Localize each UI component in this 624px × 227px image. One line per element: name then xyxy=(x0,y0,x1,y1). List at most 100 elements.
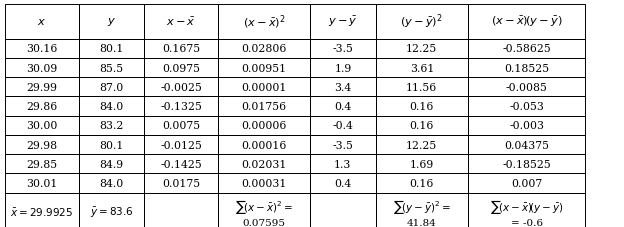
Bar xyxy=(79,39,144,59)
Bar xyxy=(79,116,144,135)
Text: 0.01756: 0.01756 xyxy=(241,102,286,111)
Bar xyxy=(218,5,310,39)
Text: $\sum\!\left(y-\bar{y}\right)^{2}=$
41.84: $\sum\!\left(y-\bar{y}\right)^{2}=$ 41.8… xyxy=(393,197,451,227)
Text: 0.00951: 0.00951 xyxy=(241,63,286,73)
Bar xyxy=(79,174,144,193)
Text: -0.0025: -0.0025 xyxy=(160,82,202,92)
Bar xyxy=(5,39,79,59)
Bar xyxy=(79,59,144,78)
Bar xyxy=(468,155,585,174)
Bar xyxy=(5,174,79,193)
Bar xyxy=(310,39,376,59)
Text: 87.0: 87.0 xyxy=(99,82,124,92)
Text: -0.18525: -0.18525 xyxy=(502,159,551,169)
Bar xyxy=(79,193,144,227)
Text: 85.5: 85.5 xyxy=(99,63,124,73)
Bar xyxy=(468,97,585,116)
Bar xyxy=(218,155,310,174)
Bar xyxy=(310,155,376,174)
Bar xyxy=(376,193,468,227)
Bar xyxy=(218,97,310,116)
Bar xyxy=(376,135,468,155)
Text: 0.4: 0.4 xyxy=(334,102,351,111)
Bar xyxy=(144,135,218,155)
Bar xyxy=(310,193,376,227)
Bar xyxy=(310,5,376,39)
Bar xyxy=(5,59,79,78)
Text: -0.58625: -0.58625 xyxy=(502,44,551,54)
Bar xyxy=(79,97,144,116)
Text: $y$: $y$ xyxy=(107,16,116,28)
Text: 0.00031: 0.00031 xyxy=(241,178,286,188)
Bar xyxy=(5,155,79,174)
Bar xyxy=(5,97,79,116)
Bar xyxy=(218,78,310,97)
Bar xyxy=(144,155,218,174)
Bar xyxy=(218,174,310,193)
Bar xyxy=(79,78,144,97)
Bar xyxy=(144,39,218,59)
Bar xyxy=(376,5,468,39)
Text: 0.007: 0.007 xyxy=(511,178,542,188)
Text: 29.98: 29.98 xyxy=(26,140,57,150)
Text: 3.4: 3.4 xyxy=(334,82,351,92)
Text: 0.16: 0.16 xyxy=(409,102,434,111)
Bar xyxy=(218,39,310,59)
Text: -0.003: -0.003 xyxy=(509,121,544,131)
Bar xyxy=(310,174,376,193)
Bar xyxy=(218,116,310,135)
Text: 11.56: 11.56 xyxy=(406,82,437,92)
Bar xyxy=(310,135,376,155)
Bar xyxy=(468,174,585,193)
Text: $\sum\!\left(x-\bar{x}\right)\!\left(y-\bar{y}\right)$
= -0.6: $\sum\!\left(x-\bar{x}\right)\!\left(y-\… xyxy=(490,197,563,227)
Bar xyxy=(218,59,310,78)
Text: -3.5: -3.5 xyxy=(333,140,353,150)
Bar xyxy=(468,193,585,227)
Bar xyxy=(376,97,468,116)
Text: $\bar{y}=83.6$: $\bar{y}=83.6$ xyxy=(90,205,133,219)
Bar xyxy=(144,97,218,116)
Text: $x$: $x$ xyxy=(37,17,46,27)
Text: 84.9: 84.9 xyxy=(99,159,124,169)
Bar xyxy=(376,59,468,78)
Text: 30.16: 30.16 xyxy=(26,44,57,54)
Text: 29.86: 29.86 xyxy=(26,102,57,111)
Text: 0.4: 0.4 xyxy=(334,178,351,188)
Bar xyxy=(468,39,585,59)
Text: 29.99: 29.99 xyxy=(26,82,57,92)
Text: 0.00016: 0.00016 xyxy=(241,140,286,150)
Text: 30.01: 30.01 xyxy=(26,178,57,188)
Text: 1.69: 1.69 xyxy=(410,159,434,169)
Bar xyxy=(5,78,79,97)
Text: 0.1675: 0.1675 xyxy=(162,44,200,54)
Text: -0.053: -0.053 xyxy=(509,102,544,111)
Text: 12.25: 12.25 xyxy=(406,140,437,150)
Text: $\left(x-\bar{x}\right)^{2}$: $\left(x-\bar{x}\right)^{2}$ xyxy=(243,13,285,31)
Text: 0.02031: 0.02031 xyxy=(241,159,286,169)
Bar xyxy=(468,5,585,39)
Text: 0.0975: 0.0975 xyxy=(162,63,200,73)
Text: 0.18525: 0.18525 xyxy=(504,63,549,73)
Text: 83.2: 83.2 xyxy=(99,121,124,131)
Bar xyxy=(144,193,218,227)
Bar xyxy=(144,5,218,39)
Text: 0.16: 0.16 xyxy=(409,178,434,188)
Bar xyxy=(5,193,79,227)
Text: 0.02806: 0.02806 xyxy=(241,44,286,54)
Text: 80.1: 80.1 xyxy=(99,44,124,54)
Bar xyxy=(468,116,585,135)
Text: 3.61: 3.61 xyxy=(409,63,434,73)
Text: $\bar{x}=29.9925$: $\bar{x}=29.9925$ xyxy=(11,206,73,218)
Bar xyxy=(218,193,310,227)
Text: $\left(y-\bar{y}\right)^{2}$: $\left(y-\bar{y}\right)^{2}$ xyxy=(401,13,443,31)
Bar xyxy=(5,5,79,39)
Text: 30.09: 30.09 xyxy=(26,63,57,73)
Text: 84.0: 84.0 xyxy=(99,102,124,111)
Text: -0.1325: -0.1325 xyxy=(160,102,202,111)
Bar xyxy=(144,174,218,193)
Text: 0.16: 0.16 xyxy=(409,121,434,131)
Bar xyxy=(144,59,218,78)
Bar xyxy=(218,135,310,155)
Text: 12.25: 12.25 xyxy=(406,44,437,54)
Text: 29.85: 29.85 xyxy=(26,159,57,169)
